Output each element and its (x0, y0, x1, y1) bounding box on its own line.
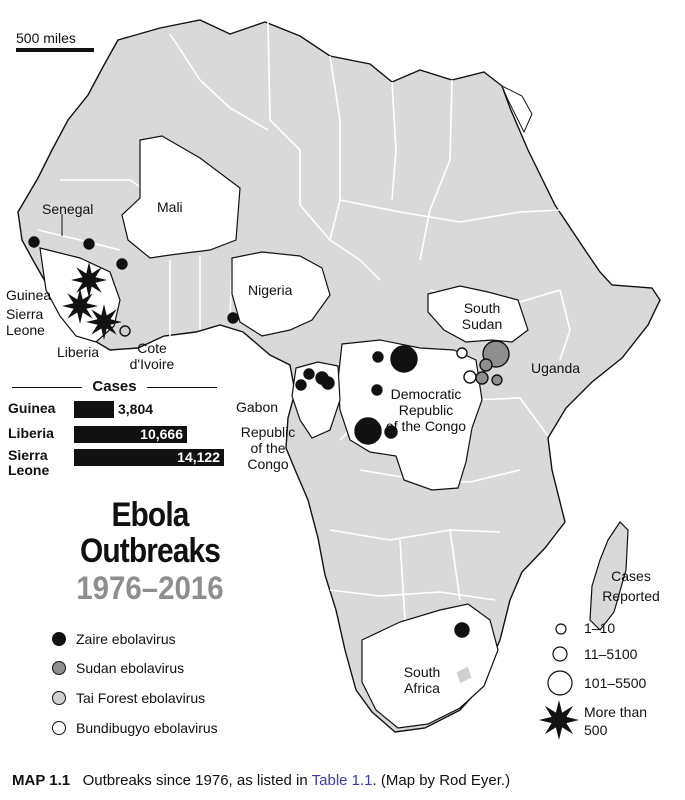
size-circle-medium (552, 646, 568, 662)
marker-zaire (354, 417, 382, 445)
caption-label: MAP 1.1 (12, 772, 71, 789)
label-nigeria: Nigeria (248, 282, 293, 298)
marker-zaire (303, 368, 315, 380)
cases-value: 3,804 (118, 401, 154, 417)
marker-zaire (28, 236, 40, 248)
label-liberia: Liberia (57, 344, 100, 360)
size-label-4: More than 500 (584, 704, 648, 738)
size-circle-large (547, 670, 573, 696)
label-drc: Democratic Republic of the Congo (385, 386, 467, 434)
marker-bundibugyo (463, 370, 477, 384)
africa-map (17, 19, 661, 740)
legend-swatch (52, 661, 66, 675)
star-markers (62, 262, 579, 740)
cases-country: Sierra Leone (8, 447, 50, 478)
marker-zaire (384, 425, 398, 439)
label-south-sudan: South Sudan (461, 300, 503, 332)
marker-zaire (227, 312, 239, 324)
cases-bar (74, 401, 114, 418)
title-line-1: Ebola (111, 496, 189, 534)
size-label-1: 1–10 (584, 620, 616, 636)
label-gabon: Gabon (236, 399, 279, 415)
label-south-africa: South Africa (403, 664, 441, 696)
label-mali: Mali (157, 199, 183, 215)
legend-label: Sudan ebolavirus (76, 660, 185, 676)
label-sierra-leone: Sierra Leone (6, 306, 45, 338)
label-cote-divoire: Cote d'Ivoire (129, 340, 175, 372)
cases-country: Liberia (8, 425, 54, 441)
cases-bar (74, 449, 224, 466)
size-label-3: 101–5500 (584, 675, 647, 691)
marker-zaire (390, 345, 418, 373)
cases-country: Guinea (8, 400, 56, 416)
map-title: Ebola Outbreaks 1976–2016 (20, 497, 280, 607)
marker-sudan (491, 374, 503, 386)
scale-line (16, 48, 94, 52)
cases-rule-left (12, 387, 82, 388)
legend-swatch (52, 691, 66, 705)
marker-zaire (454, 622, 470, 638)
size-legend-heading: Cases Reported (602, 568, 660, 604)
cases-heading-row: Cases (12, 378, 217, 398)
cases-value: 14,122 (177, 449, 220, 465)
madagascar (589, 521, 629, 631)
cases-bar (74, 426, 187, 443)
cases-rule-right (147, 387, 217, 388)
cases-value: 10,666 (140, 426, 183, 442)
drc-shape (337, 339, 483, 491)
star-legend-symbol (539, 700, 579, 740)
south-sudan-shape (427, 285, 529, 343)
map-caption: MAP 1.1 Outbreaks since 1976, as listed … (12, 772, 510, 789)
marker-zaire (295, 379, 307, 391)
legend-label: Bundibugyo ebolavirus (76, 720, 218, 736)
marker-zaire (116, 258, 128, 270)
label-republic-congo: Republic of the Congo (240, 424, 296, 472)
size-circle-small (555, 623, 567, 635)
marker-tai-forest (119, 325, 131, 337)
marker-zaire (372, 351, 384, 363)
label-guinea: Guinea (6, 287, 52, 303)
star-marker-guinea (71, 262, 107, 298)
marker-bundibugyo (456, 347, 468, 359)
scale-bar: 500 miles (16, 30, 94, 52)
scale-label: 500 miles (16, 30, 76, 46)
cases-heading: Cases (92, 378, 137, 395)
legend-label: Tai Forest ebolavirus (76, 690, 206, 706)
size-label-2: 11–5100 (584, 646, 638, 662)
caption-suffix: . (Map by Rod Eyer.) (372, 772, 511, 789)
size-legend-circles (547, 623, 573, 696)
nigeria-shape (231, 251, 331, 337)
marker-zaire (321, 376, 335, 390)
red-sea (501, 84, 533, 134)
outbreak-markers (28, 236, 510, 638)
caption-text: Outbreaks since 1976, as listed in (82, 772, 308, 789)
label-uganda: Uganda (531, 360, 581, 376)
marker-sudan (479, 358, 493, 372)
star-marker-sierra-leone (62, 288, 98, 324)
label-senegal: Senegal (42, 201, 94, 217)
title-line-2: Outbreaks (79, 532, 221, 570)
legend-swatch (52, 632, 66, 646)
mali-shape (121, 135, 241, 259)
caption-table-link[interactable]: Table 1.1 (311, 772, 373, 789)
marker-zaire (371, 384, 383, 396)
title-years: 1976–2016 (76, 570, 224, 606)
lesotho (455, 665, 473, 685)
marker-zaire (83, 238, 95, 250)
star-marker-liberia (86, 304, 122, 340)
marker-sudan (475, 371, 489, 385)
legend-label: Zaire ebolavirus (76, 631, 176, 647)
legend-swatch (52, 721, 66, 735)
